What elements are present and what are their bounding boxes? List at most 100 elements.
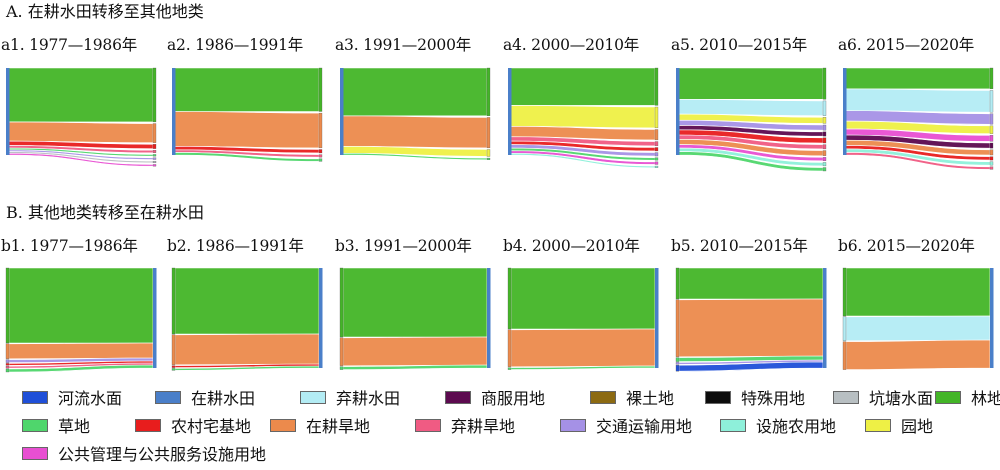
- node-a1-transport-land: [152, 157, 157, 160]
- legend-item-15: 公共管理与公共服务设施用地: [22, 442, 266, 464]
- node-b5-grassland: [675, 357, 680, 362]
- node-a3-dryland: [486, 117, 491, 149]
- sankey-panel-b6: [842, 267, 994, 370]
- legend-label: 在耕旱地: [306, 417, 371, 436]
- node-a6-paddy: [843, 68, 847, 155]
- node-a5-rural-homestead: [822, 137, 827, 144]
- node-a1-dryland: [152, 123, 157, 143]
- node-a1-pond: [152, 160, 157, 164]
- node-b4-grassland: [507, 367, 512, 370]
- legend-swatch: [445, 390, 471, 404]
- legend-item-12: 交通运输用地: [560, 414, 692, 436]
- sankey-panel-a5: [676, 67, 827, 172]
- legend-item-0: 河流水面: [22, 386, 122, 408]
- node-b1-transport-land: [5, 359, 10, 363]
- flow-a4-forest: [510, 67, 656, 106]
- node-a4-forest: [654, 67, 659, 106]
- flow-b4-forest: [510, 267, 656, 330]
- legend-swatch: [22, 418, 48, 432]
- legend-item-14: 园地: [865, 414, 933, 436]
- node-a1-grassland: [152, 154, 157, 157]
- node-b4-paddy: [655, 268, 659, 368]
- node-b6-abandoned-paddy: [842, 316, 847, 341]
- node-a6-abandoned-paddy: [989, 90, 994, 113]
- legend-item-8: 草地: [22, 414, 90, 436]
- legend-item-1: 在耕水田: [155, 386, 255, 408]
- flow-b2-forest: [174, 267, 320, 335]
- flow-b1-dryland: [8, 342, 154, 360]
- node-a2-forest: [318, 67, 323, 112]
- node-a4-public-service-land: [654, 161, 659, 165]
- node-b2-dryland: [171, 334, 176, 365]
- legend-label: 商服用地: [481, 389, 546, 408]
- flow-b3-forest: [342, 267, 488, 338]
- flow-a3-forest: [342, 67, 488, 117]
- node-a5-facility-agri-land: [822, 162, 827, 167]
- legend-item-13: 设施农用地: [720, 414, 836, 436]
- flow-b6-abandoned-paddy: [845, 315, 991, 342]
- node-a2-abandoned-dryland: [318, 154, 323, 158]
- node-b1-grassland: [5, 368, 10, 373]
- legend-item-4: 裸土地: [590, 386, 674, 408]
- node-a5-forest: [822, 67, 827, 100]
- legend-swatch: [155, 390, 181, 404]
- flow-a2-dryland: [174, 111, 320, 149]
- legend-item-2: 弃耕水田: [300, 386, 400, 408]
- panel-title-a3: a3. 1991—2000年: [335, 36, 472, 54]
- node-a5-grassland: [822, 167, 827, 172]
- section-b-title: B. 其他地类转移至在耕水田: [6, 203, 204, 222]
- node-a6-dryland: [989, 149, 994, 156]
- node-b3-dryland: [339, 337, 344, 366]
- node-b1-paddy: [153, 268, 157, 368]
- node-a1-paddy: [6, 68, 10, 155]
- panel-title-a1: a1. 1977—1986年: [1, 36, 138, 54]
- section-a-title: A. 在耕水田转移至其他地类: [6, 2, 204, 21]
- legend-label: 公共管理与公共服务设施用地: [58, 445, 267, 464]
- node-a4-paddy: [508, 68, 512, 155]
- node-b5-river: [675, 365, 680, 372]
- node-a4-garden: [654, 106, 659, 129]
- node-a6-abandoned-dryland: [989, 166, 994, 170]
- node-a3-paddy: [340, 68, 344, 155]
- flow-a1-forest: [8, 67, 154, 123]
- node-a2-paddy: [172, 68, 176, 155]
- node-a2-grassland: [318, 158, 323, 162]
- sankey-panel-b4: [507, 267, 659, 370]
- legend-label: 弃耕水田: [336, 389, 401, 408]
- sankey-panel-a3: [340, 67, 491, 161]
- node-a6-public-service-land: [989, 135, 994, 142]
- node-b2-grassland: [171, 368, 176, 371]
- panel-title-b5: b5. 2010—2015年: [671, 237, 808, 255]
- legend-swatch: [22, 390, 48, 404]
- panel-title-a5: a5. 2010—2015年: [671, 36, 808, 54]
- node-a5-dryland: [822, 150, 827, 156]
- node-a3-grassland: [486, 157, 491, 160]
- node-b1-dryland: [5, 343, 10, 359]
- sankey-panel-a4: [508, 67, 659, 169]
- node-a4-rural-homestead: [654, 147, 659, 152]
- legend-item-10: 在耕旱地: [270, 414, 370, 436]
- node-a2-rural-homestead: [318, 149, 323, 154]
- flow-a4-garden: [510, 105, 656, 129]
- legend-label: 裸土地: [626, 389, 675, 408]
- panel-title-b1: b1. 1977—1986年: [1, 237, 138, 255]
- node-b5-forest: [675, 267, 680, 300]
- node-b6-dryland: [842, 341, 847, 370]
- legend-label: 农村宅基地: [171, 417, 252, 436]
- node-a5-abandoned-paddy: [822, 100, 827, 116]
- panel-title-b3: b3. 1991—2000年: [335, 237, 472, 255]
- panel-title-a2: a2. 1986—1991年: [167, 36, 304, 54]
- node-b4-forest: [507, 267, 512, 330]
- legend-swatch: [720, 418, 746, 432]
- panel-title-b6: b6. 2015—2020年: [838, 237, 975, 255]
- legend: 河流水面 在耕水田 弃耕水田 商服用地 裸土地 特殊用地 坑塘水面 林地 草地 农村宅基地 在耕旱地…: [0, 386, 1000, 470]
- node-b5-paddy: [823, 268, 827, 368]
- node-a1-public-service-land: [152, 164, 157, 167]
- node-a5-paddy: [676, 68, 680, 155]
- flow-b1-forest: [8, 267, 154, 344]
- flow-b5-forest: [678, 267, 824, 300]
- node-a5-commercial-land: [822, 131, 827, 137]
- flow-b5-dryland: [678, 298, 824, 358]
- sankey-panel-a1: [6, 67, 157, 167]
- node-a6-rural-homestead: [989, 156, 994, 161]
